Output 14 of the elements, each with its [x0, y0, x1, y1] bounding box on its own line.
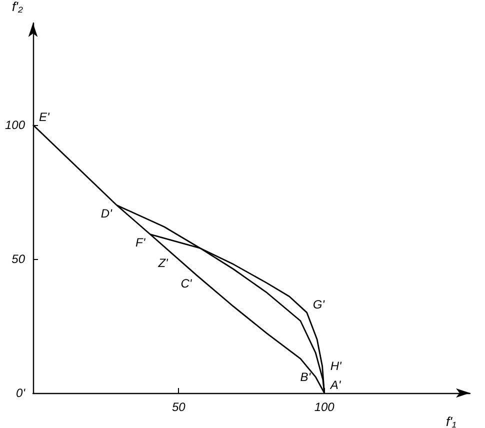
annotation: E' [39, 110, 50, 124]
annotation: C' [180, 276, 192, 290]
annotation: D' [100, 206, 113, 220]
y-tick-label: 100 [4, 118, 26, 132]
x-axis-title: f'₁ [446, 414, 456, 428]
annotation: Z' [157, 256, 169, 270]
y-tick-label: 50 [12, 252, 26, 266]
annotation: G' [312, 298, 326, 312]
annotation: B' [300, 370, 312, 384]
annotation: H' [330, 359, 342, 374]
annotation: A' [329, 378, 342, 392]
y-tick-label: 0' [16, 386, 26, 400]
y-axis-title: f'₂ [12, 0, 24, 14]
annotation: F' [135, 235, 146, 250]
